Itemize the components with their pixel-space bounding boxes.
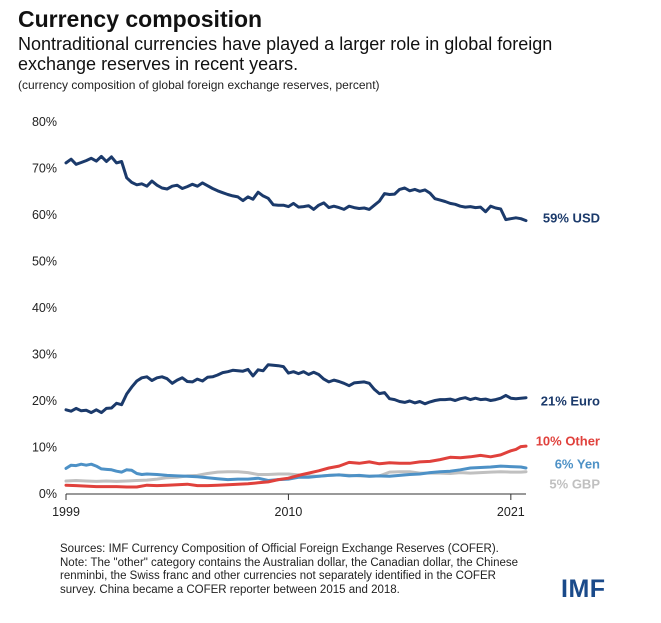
- y-tick-label: 30%: [32, 348, 57, 362]
- y-tick-label: 40%: [32, 301, 57, 315]
- sources-text: Sources: IMF Currency Composition of Off…: [60, 543, 499, 555]
- x-tick-label: 1999: [52, 505, 80, 519]
- y-tick-label: 0%: [39, 487, 57, 501]
- series-line: [64, 154, 528, 223]
- series-line: [64, 363, 528, 415]
- x-tick-label: 2021: [497, 505, 525, 519]
- series-lines: [64, 154, 528, 489]
- y-tick-label: 60%: [32, 208, 57, 222]
- chart-subtitle: Nontraditional currencies have played a …: [18, 34, 553, 74]
- series-label: 59% USD: [543, 211, 600, 226]
- x-axis: 1999 2010 2021: [52, 494, 525, 519]
- chart-area: 0%10%20%30%40%50%60%70%80% 1999 2010 2021 …: [32, 115, 601, 519]
- y-tick-label: 80%: [32, 115, 57, 129]
- series-label: 6% Yen: [555, 457, 600, 472]
- y-tick-label: 20%: [32, 394, 57, 408]
- chart-title: Currency composition: [18, 6, 263, 32]
- x-tick-label: 2010: [275, 505, 303, 519]
- series-label: 10% Other: [536, 434, 600, 449]
- imf-logo: IMF: [561, 575, 606, 603]
- series-label: 5% GBP: [549, 477, 600, 492]
- y-tick-label: 70%: [32, 162, 57, 176]
- chart-caption: (currency composition of global foreign …: [18, 78, 380, 92]
- y-tick-label: 50%: [32, 255, 57, 269]
- series-label: 21% Euro: [541, 394, 600, 409]
- series-line: [64, 462, 528, 482]
- series-line: [64, 444, 528, 489]
- notes: Sources: IMF Currency Composition of Off…: [60, 543, 530, 597]
- series-labels: 59% USD 21% Euro 10% Other 6% Yen 5% GBP: [536, 211, 601, 492]
- y-tick-label: 10%: [32, 441, 57, 455]
- y-axis: 0% 10% 20% 30% 40% 50% 60% 70% 80%: [32, 115, 57, 501]
- note-text: Note: The "other" category contains the …: [60, 556, 519, 596]
